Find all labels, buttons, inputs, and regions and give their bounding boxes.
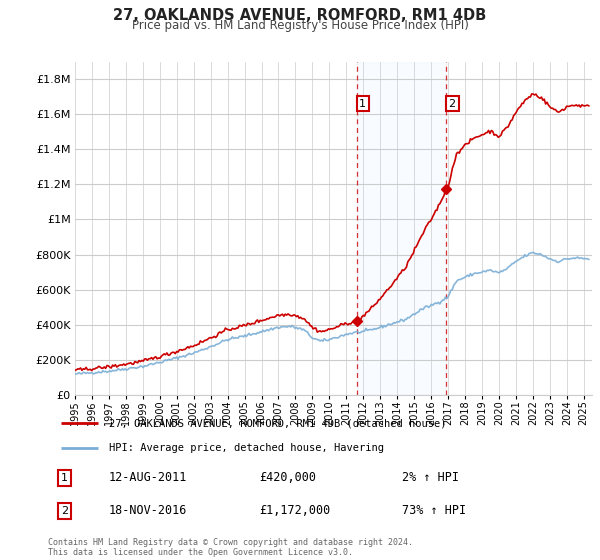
Text: 2% ↑ HPI: 2% ↑ HPI <box>402 471 459 484</box>
Text: Contains HM Land Registry data © Crown copyright and database right 2024.
This d: Contains HM Land Registry data © Crown c… <box>48 538 413 557</box>
Text: 1: 1 <box>61 473 68 483</box>
Text: Price paid vs. HM Land Registry's House Price Index (HPI): Price paid vs. HM Land Registry's House … <box>131 19 469 32</box>
Text: 27, OAKLANDS AVENUE, ROMFORD, RM1 4DB (detached house): 27, OAKLANDS AVENUE, ROMFORD, RM1 4DB (d… <box>109 418 446 428</box>
Bar <box>357 62 446 395</box>
Text: £420,000: £420,000 <box>259 471 316 484</box>
Text: 2: 2 <box>61 506 68 516</box>
Text: 1: 1 <box>359 99 367 109</box>
Text: HPI: Average price, detached house, Havering: HPI: Average price, detached house, Have… <box>109 442 384 452</box>
Text: 27, OAKLANDS AVENUE, ROMFORD, RM1 4DB: 27, OAKLANDS AVENUE, ROMFORD, RM1 4DB <box>113 8 487 24</box>
Text: 2: 2 <box>449 99 456 109</box>
Text: 73% ↑ HPI: 73% ↑ HPI <box>402 504 466 517</box>
Text: 18-NOV-2016: 18-NOV-2016 <box>109 504 187 517</box>
Text: 12-AUG-2011: 12-AUG-2011 <box>109 471 187 484</box>
Text: £1,172,000: £1,172,000 <box>259 504 331 517</box>
